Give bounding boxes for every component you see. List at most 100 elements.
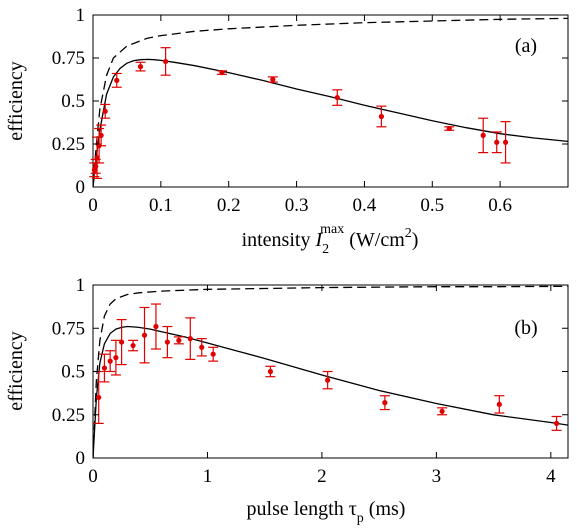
marker [553, 420, 560, 426]
y-tick-label-a: 0.5 [61, 91, 85, 112]
marker [199, 344, 205, 350]
x-tick-label-b: 2 [317, 466, 327, 487]
marker [94, 155, 100, 161]
data-point-a [491, 131, 502, 154]
marker [114, 77, 120, 83]
marker [113, 355, 119, 361]
tick-layer-a: 0 0.1 0.2 0.3 0.4 0.5 0.6 0 0.25 0.5 0.75 1 [52, 5, 568, 216]
x-tick-label-a: 0.2 [217, 195, 241, 216]
data-point-b [494, 395, 505, 414]
data-point-a [96, 124, 107, 147]
panel-b: 0 1 2 3 4 0 0.25 0.5 0.75 1 (b) efficiency pulse … [5, 275, 569, 526]
data-point-a [216, 70, 227, 76]
data-point-b [162, 325, 173, 359]
marker [502, 139, 509, 145]
data-point-a [100, 103, 111, 119]
data-point-b [208, 346, 219, 362]
marker [325, 377, 331, 383]
marker [153, 323, 159, 330]
data-point-a [444, 125, 455, 132]
marker [210, 351, 216, 357]
data-point-b [116, 319, 127, 366]
series-layer-b [93, 285, 568, 458]
data-point-b [379, 395, 390, 411]
marker [267, 368, 274, 375]
data-point-a [376, 105, 387, 128]
data-point-b [110, 339, 121, 376]
model-solid-curve-b [93, 325, 568, 458]
marker [98, 132, 104, 138]
data-point-b [150, 303, 161, 350]
y-tick-label-b: 0.75 [52, 318, 85, 339]
x-tick-label-a: 0.6 [488, 195, 512, 216]
panel-label-a: (a) [515, 35, 537, 57]
marker [119, 339, 125, 345]
data-point-a [135, 61, 146, 72]
x-tick-label-a: 0.4 [353, 195, 377, 216]
data-point-a [267, 76, 278, 83]
x-tick-label-a: 0.5 [420, 195, 444, 216]
data-point-a [332, 89, 343, 106]
x-tick-label-b: 0 [88, 466, 98, 487]
y-tick-label-a: 0 [76, 177, 86, 198]
marker [480, 132, 486, 138]
marker [163, 58, 169, 65]
data-point-b [105, 350, 116, 373]
marker [164, 339, 170, 345]
x-tick-label-a: 0.1 [149, 195, 173, 216]
y-tick-label-b: 1 [76, 275, 86, 296]
data-point-b [322, 370, 333, 390]
model-dashed-curve-b [93, 285, 568, 458]
y-tick-label-a: 0.25 [52, 134, 85, 155]
marker [176, 337, 182, 343]
data-point-b [99, 353, 110, 383]
x-tick-label-a: 0 [88, 195, 98, 216]
marker [187, 336, 193, 342]
y-tick-label-b: 0.5 [61, 362, 85, 383]
y-tick-label-a: 1 [76, 5, 86, 26]
y-tick-label-a: 0.75 [52, 48, 85, 69]
data-point-b [551, 415, 562, 431]
marker [496, 401, 502, 407]
data-point-b [128, 339, 139, 352]
x-tick-label-b: 3 [432, 466, 442, 487]
x-tick-label-b: 4 [546, 466, 556, 487]
marker [446, 125, 452, 132]
marker [382, 400, 388, 406]
series-layer-a [89, 17, 568, 187]
marker [130, 342, 136, 349]
model-dashed-curve-a [93, 17, 568, 187]
marker [270, 76, 276, 83]
panel-label-b: (b) [514, 317, 537, 339]
data-point-b [437, 407, 448, 416]
marker [137, 64, 144, 70]
data-point-a [478, 117, 489, 154]
marker [378, 113, 384, 120]
x-tick-label-a: 0.3 [285, 195, 309, 216]
panel-a: 0 0.1 0.2 0.3 0.4 0.5 0.6 0 0.25 0.5 0.75 1 (a) eff… [5, 5, 569, 257]
y-axis-label-a: efficiency [5, 61, 27, 141]
data-point-b [173, 336, 184, 345]
model-solid-curve-a [93, 58, 568, 187]
marker [494, 139, 500, 145]
marker [107, 358, 113, 364]
data-point-b [265, 365, 276, 378]
plot-area-a [92, 14, 569, 188]
marker [96, 394, 102, 401]
data-point-a [160, 47, 171, 76]
marker [439, 408, 445, 414]
marker [334, 94, 340, 101]
x-axis-label-b: pulse length τp (ms) [247, 498, 406, 526]
data-point-b [139, 306, 150, 364]
marker [141, 332, 148, 338]
data-point-a [500, 121, 511, 164]
marker [101, 365, 108, 371]
y-tick-label-b: 0 [76, 448, 86, 469]
marker [219, 70, 225, 76]
marker [102, 108, 108, 114]
y-tick-label-b: 0.25 [52, 405, 85, 426]
data-point-a [111, 72, 122, 88]
tick-layer-b: 0 1 2 3 4 0 0.25 0.5 0.75 1 [52, 275, 568, 487]
data-point-b [185, 317, 196, 360]
